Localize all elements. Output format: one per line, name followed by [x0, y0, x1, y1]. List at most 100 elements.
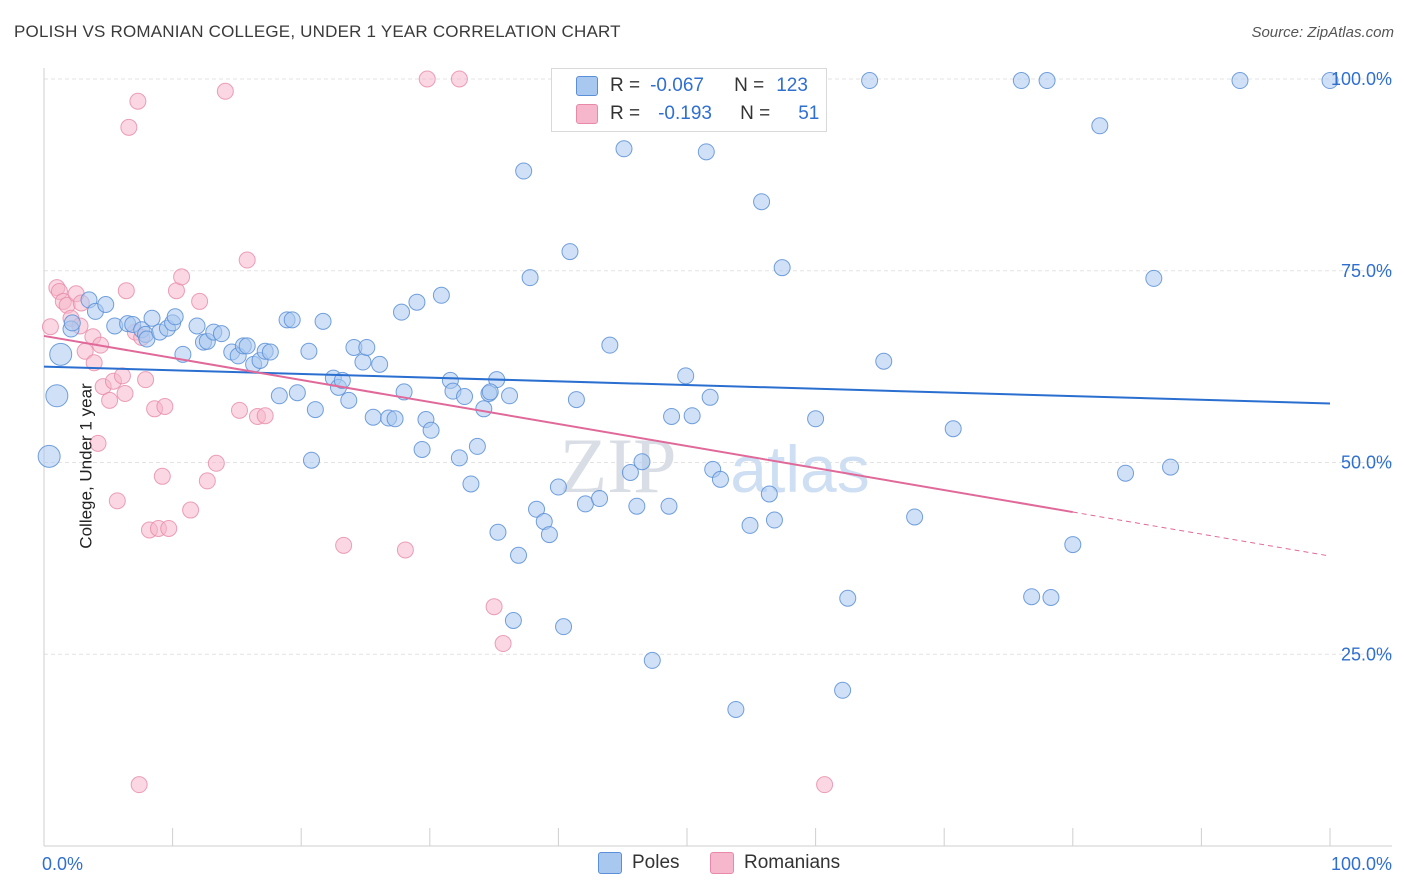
poles-point: [300, 342, 318, 360]
poles-point: [456, 388, 474, 406]
poles-point: [1162, 458, 1180, 476]
poles-point: [807, 410, 825, 428]
romanians-point: [130, 776, 148, 794]
stats-legend: R = -0.067 N = 123 R = -0.193 N = 51: [551, 68, 827, 132]
romanians-point: [207, 454, 225, 472]
poles-point: [521, 269, 539, 287]
romanians-point: [191, 292, 209, 310]
y-axis-label: College, Under 1 year: [76, 383, 96, 549]
poles-point: [515, 162, 533, 180]
romanians-point: [89, 434, 107, 452]
poles-point: [567, 391, 585, 409]
romanians-point: [256, 407, 274, 425]
bottom-poles-swatch: [598, 852, 622, 874]
poles-point: [481, 383, 499, 401]
poles-point: [188, 317, 206, 335]
poles-point: [628, 497, 646, 515]
y-tick-label: 50.0%: [1341, 453, 1392, 473]
poles-point: [643, 651, 661, 669]
poles-point: [49, 342, 73, 366]
poles-point: [561, 243, 579, 261]
poles-point: [475, 400, 493, 418]
romanians-point: [137, 371, 155, 389]
watermark: ZIP atlas: [560, 422, 870, 509]
romanians-point: [156, 398, 174, 416]
poles-n-label: N =: [734, 75, 765, 96]
y-tick-label: 25.0%: [1341, 644, 1392, 664]
poles-point: [875, 352, 893, 370]
romanians-point: [238, 251, 256, 269]
tick-labels: 25.0% 50.0% 75.0% 100.0% 0.0% 100.0%: [42, 69, 1392, 874]
axes: [43, 68, 1392, 847]
poles-point: [371, 355, 389, 373]
romanians-points: [41, 70, 834, 794]
poles-point: [540, 526, 558, 544]
romanians-point: [418, 70, 436, 88]
poles-point: [1145, 269, 1163, 287]
poles-point: [212, 325, 230, 343]
poles-point: [504, 612, 522, 630]
poles-point: [760, 485, 778, 503]
poles-point: [340, 391, 358, 409]
chart-source: Source: ZipAtlas.com: [1251, 24, 1394, 41]
poles-point: [358, 338, 376, 356]
romanians-trend-extension: [1072, 511, 1331, 557]
poles-point: [422, 421, 440, 439]
poles-point: [834, 681, 852, 699]
poles-point: [462, 475, 480, 493]
poles-point: [839, 589, 857, 607]
romanians-point: [396, 541, 414, 559]
legend-row-romanians: R = -0.193 N = 51: [576, 101, 819, 127]
romanians-point: [816, 776, 834, 794]
bottom-poles-label: Poles: [632, 852, 680, 873]
poles-point: [510, 546, 528, 564]
x-tick-label-max: 100.0%: [1331, 854, 1392, 874]
poles-point: [408, 293, 426, 311]
romanians-point: [494, 635, 512, 653]
poles-point: [663, 407, 681, 425]
bottom-romanians-label: Romanians: [744, 852, 841, 873]
poles-point: [364, 408, 382, 426]
poles-point: [386, 410, 404, 428]
romanians-point: [230, 401, 248, 419]
poles-point: [489, 523, 507, 541]
poles-point: [1117, 464, 1135, 482]
poles-point: [621, 463, 639, 481]
romanians-trend-line: [43, 334, 1073, 514]
poles-point: [741, 516, 759, 534]
poles-point: [1038, 72, 1056, 90]
romanians-point: [335, 536, 353, 554]
poles-point: [591, 490, 609, 508]
romanians-point: [85, 354, 103, 372]
romanians-point: [116, 384, 134, 402]
poles-n-value: 123: [776, 75, 808, 96]
poles-point: [861, 72, 879, 90]
romanians-point: [41, 318, 59, 336]
poles-point: [1231, 72, 1249, 90]
romanians-point: [108, 492, 126, 510]
poles-point: [765, 511, 783, 529]
poles-point: [697, 143, 715, 161]
poles-point: [393, 303, 411, 321]
poles-r-value: -0.067: [650, 75, 704, 96]
romanians-point: [113, 367, 131, 385]
romanians-point: [120, 118, 138, 136]
poles-point: [773, 259, 791, 277]
poles-point: [238, 337, 256, 355]
poles-point: [660, 497, 678, 515]
romanians-n-label: N =: [740, 103, 771, 124]
poles-point: [677, 367, 695, 385]
poles-point: [1091, 117, 1109, 135]
poles-point: [633, 453, 651, 471]
y-tick-label: 100.0%: [1331, 69, 1392, 89]
poles-point: [549, 478, 567, 496]
romanians-swatch: [576, 104, 598, 124]
poles-point: [555, 618, 573, 636]
bottom-legend-romanians: Romanians: [710, 852, 840, 874]
poles-point: [97, 295, 115, 313]
poles-point: [413, 440, 431, 458]
poles-point: [261, 343, 279, 361]
poles-point: [528, 500, 546, 518]
x-tick-label-min: 0.0%: [42, 854, 83, 874]
poles-point: [576, 495, 594, 513]
